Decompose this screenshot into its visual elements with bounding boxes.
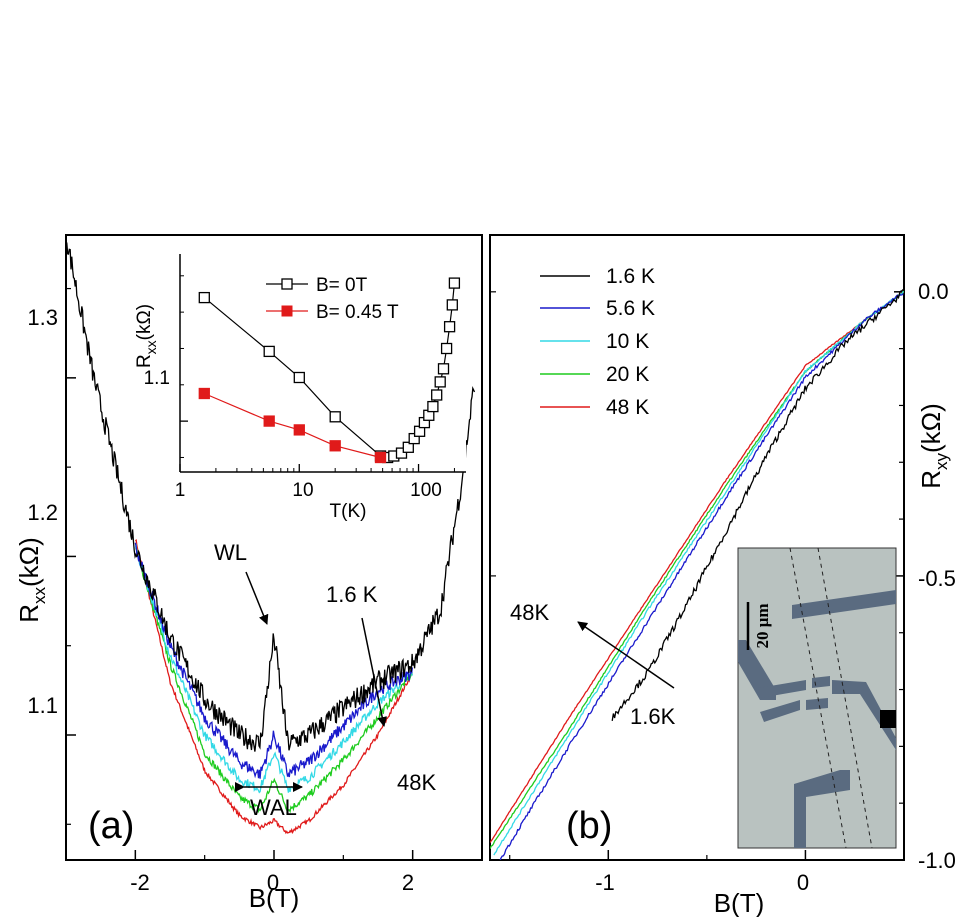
inset-a-marker xyxy=(427,400,439,413)
inset-a-marker xyxy=(446,299,458,311)
svg-text:Rxx(kΩ): Rxx(kΩ) xyxy=(134,304,159,368)
inset-a-xtick: 10 xyxy=(292,480,313,501)
device-photo-marker xyxy=(880,710,896,728)
temp-high-annotation-a: 48K xyxy=(397,770,436,795)
panel-b-series-56K xyxy=(499,293,904,860)
device-photo-scale-label: 20 μm xyxy=(753,603,772,648)
inset-a-marker xyxy=(329,440,341,452)
panel-a-xlabel: B(T) xyxy=(249,883,300,913)
panel-b-xtick: -1 xyxy=(595,870,615,895)
inset-a-marker xyxy=(263,345,275,358)
panel-a-series-20K xyxy=(135,548,413,815)
legend-label-5p6k: 5.6 K xyxy=(606,297,655,320)
inset-a-marker xyxy=(293,424,305,436)
inset-a-ytick: 1.1 xyxy=(144,368,170,389)
legend-label-20k: 20 K xyxy=(606,363,649,386)
inset-a-marker xyxy=(437,363,450,375)
panel-a-ytick: 1.2 xyxy=(27,500,58,525)
panel-a-ytick: 1.3 xyxy=(27,305,58,330)
panel-a-xtick: 2 xyxy=(402,870,414,895)
inset-a-marker xyxy=(198,387,210,400)
legend-marker-b0 xyxy=(281,278,293,290)
inset-a: 1.1 1 10 100 T(K) Rxx(kΩ) B= 0T B= 0.45 … xyxy=(134,254,466,522)
legend-label-10k: 10 K xyxy=(606,330,649,353)
panel-b: 20 μm -1 0 0.0 -0.5 -1.0 B(T) Rxy(kΩ) (b… xyxy=(489,234,956,917)
inset-a-marker xyxy=(329,411,341,423)
panel-a-ticks xyxy=(65,287,483,860)
panel-b-legend: 1.6 K 5.6 K 10 K 20 K 48 K xyxy=(540,265,655,419)
device-photo-dash xyxy=(817,547,873,849)
inset-a-xtick: 1 xyxy=(175,480,186,501)
panel-a-series-48K xyxy=(134,539,413,835)
svg-text:Rxy(kΩ): Rxy(kΩ) xyxy=(916,403,951,489)
panel-b-ytick: -0.5 xyxy=(918,566,956,591)
inset-a-marker xyxy=(440,342,453,355)
inset-a-ylabel: Rxx(kΩ) xyxy=(134,304,159,368)
panel-b-label: (b) xyxy=(566,805,612,847)
temp-high-annotation-b: 48K xyxy=(510,600,549,625)
inset-a-marker xyxy=(293,371,305,384)
inset-a-marker xyxy=(198,291,210,304)
inset-a-ticks xyxy=(179,275,455,472)
inset-a-marker xyxy=(448,277,461,289)
panel-a-xtick: 0 xyxy=(267,870,279,895)
inset-a-marker xyxy=(263,415,275,427)
panel-a-xtick: -2 xyxy=(130,870,150,895)
inset-a-marker xyxy=(431,389,443,401)
inset-a-marker xyxy=(402,441,414,453)
inset-a-marker xyxy=(395,447,408,459)
legend-label-48k: 48 K xyxy=(606,396,649,419)
panel-b-series-16K xyxy=(611,289,904,722)
device-photo-dash xyxy=(789,547,847,849)
inset-a-marker xyxy=(374,451,387,464)
panel-a-series-10K xyxy=(134,543,414,794)
svg-text:20 μm: 20 μm xyxy=(753,603,772,648)
svg-text:Rxx(kΩ): Rxx(kΩ) xyxy=(14,537,49,623)
panel-b-ytick: 0.0 xyxy=(918,279,949,304)
panel-b-series-48K xyxy=(490,291,904,843)
panel-a: -2 0 2 1.1 1.2 1.3 B(T) Rxx(kΩ) (a) WL W… xyxy=(14,234,483,913)
inset-a-marker xyxy=(443,321,456,333)
panel-a-label: (a) xyxy=(88,805,134,847)
inset-a-xtick: 100 xyxy=(410,480,442,501)
panel-a-series-16K xyxy=(66,242,476,752)
panel-b-ytick: -1.0 xyxy=(918,848,956,873)
temp-arrow-a xyxy=(361,617,388,727)
panel-b-xlabel: B(T) xyxy=(714,888,765,917)
inset-a-marker xyxy=(434,376,446,388)
panel-b-xtick: 0 xyxy=(797,870,809,895)
legend-label-b045: B= 0.45 T xyxy=(316,302,399,323)
legend-marker-b045 xyxy=(281,305,293,317)
wl-annotation: WL xyxy=(214,540,247,565)
panel-b-frame xyxy=(489,234,905,861)
inset-a-xlabel: T(K) xyxy=(330,501,367,522)
legend-label-1p6k: 1.6 K xyxy=(606,265,655,288)
legend-label-b0: B= 0T xyxy=(316,275,368,296)
panel-b-ylabel: Rxy(kΩ) xyxy=(916,403,951,489)
inset-a-legend: B= 0T B= 0.45 T xyxy=(266,275,399,323)
panel-a-ylabel: Rxx(kΩ) xyxy=(14,537,49,623)
panel-a-series xyxy=(66,242,476,835)
wal-annotation: WAL xyxy=(250,795,297,820)
temp-low-annotation-a: 1.6 K xyxy=(326,582,378,607)
inset-a-series xyxy=(198,277,461,464)
panel-b-series xyxy=(490,289,904,860)
panel-a-ytick: 1.1 xyxy=(27,693,58,718)
temp-low-annotation-b: 1.6K xyxy=(630,704,676,729)
temp-arrow-b xyxy=(577,621,675,689)
device-photo: 20 μm xyxy=(737,547,897,849)
panel-b-series-10K xyxy=(493,291,904,856)
panel-a-series-56K xyxy=(134,542,414,779)
wl-arrow xyxy=(245,571,269,625)
